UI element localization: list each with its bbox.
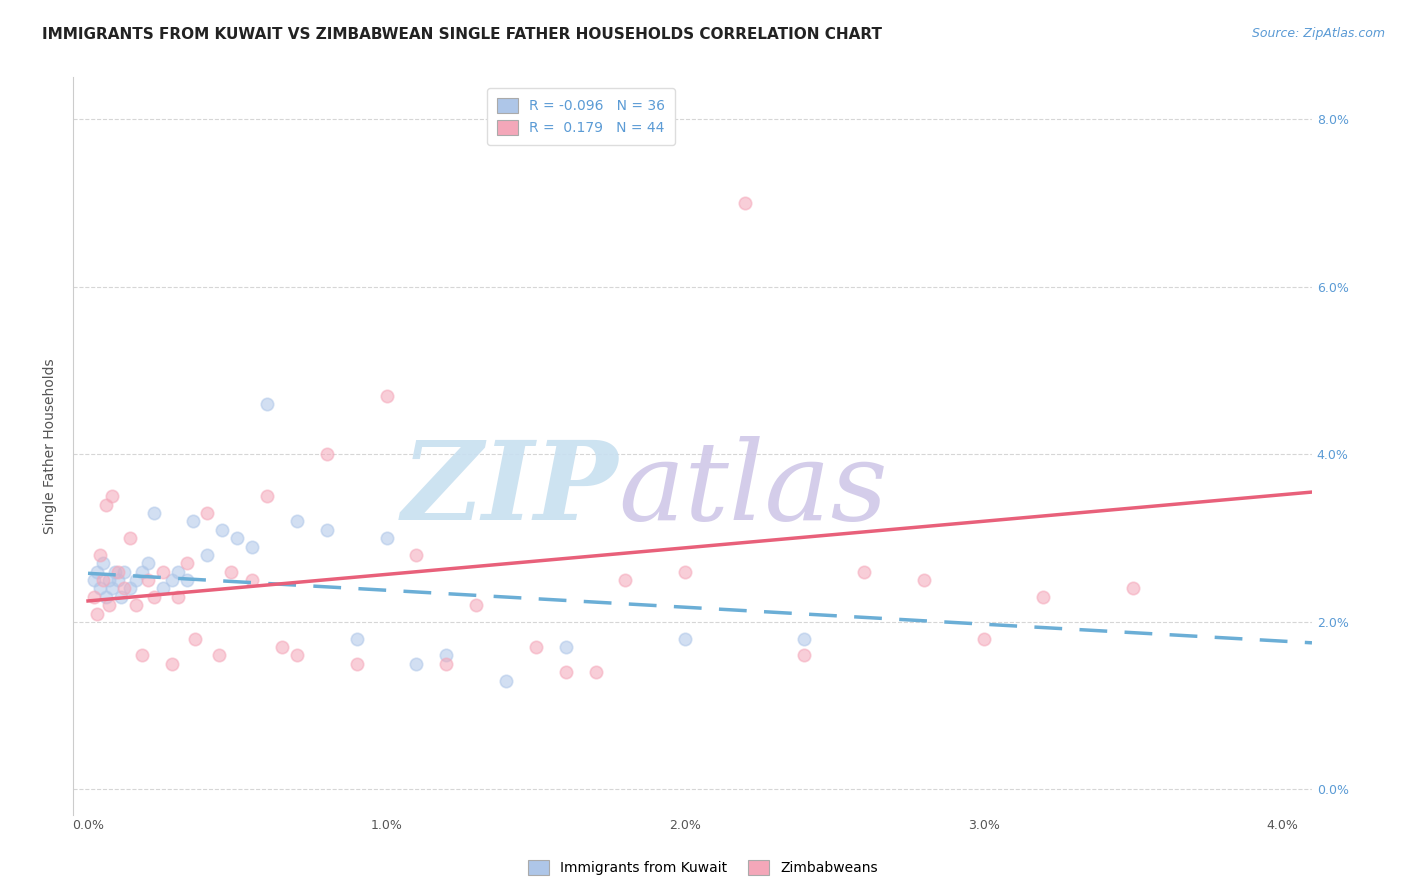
Point [346,632,368,646]
Point [285,515,308,529]
Point [89,548,111,562]
Point [101,489,124,503]
Point [110,590,132,604]
Point [734,196,756,211]
Point [434,657,457,671]
Point [91,556,114,570]
Point [973,632,995,646]
Point [315,447,337,461]
Point [793,648,815,663]
Point [405,657,427,671]
Point [83,573,105,587]
Y-axis label: Single Father Households: Single Father Households [44,359,58,533]
Point [152,582,174,596]
Point [118,531,141,545]
Text: IMMIGRANTS FROM KUWAIT VS ZIMBABWEAN SINGLE FATHER HOUSEHOLDS CORRELATION CHART: IMMIGRANTS FROM KUWAIT VS ZIMBABWEAN SIN… [42,27,882,42]
Point [160,657,183,671]
Point [125,598,148,612]
Point [97,598,120,612]
Point [315,523,337,537]
Point [166,590,188,604]
Point [673,632,696,646]
Point [104,565,127,579]
Point [89,582,111,596]
Point [184,632,207,646]
Point [524,640,547,654]
Point [107,573,129,587]
Point [131,648,153,663]
Point [94,498,117,512]
Point [97,573,120,587]
Point [125,573,148,587]
Point [793,632,815,646]
Point [197,506,219,520]
Point [495,673,517,688]
Point [91,573,114,587]
Point [1122,582,1144,596]
Point [136,556,159,570]
Legend: Immigrants from Kuwait, Zimbabweans: Immigrants from Kuwait, Zimbabweans [523,855,883,880]
Point [285,648,308,663]
Point [912,573,935,587]
Point [86,565,108,579]
Point [94,590,117,604]
Point [585,665,607,680]
Point [166,565,188,579]
Point [465,598,488,612]
Point [112,582,135,596]
Point [131,565,153,579]
Point [101,582,124,596]
Point [142,506,165,520]
Point [346,657,368,671]
Point [554,665,576,680]
Point [176,556,198,570]
Point [136,573,159,587]
Point [107,565,129,579]
Text: Source: ZipAtlas.com: Source: ZipAtlas.com [1251,27,1385,40]
Point [160,573,183,587]
Point [83,590,105,604]
Point [181,515,204,529]
Point [375,531,398,545]
Point [256,489,278,503]
Text: ZIP: ZIP [402,436,619,544]
Point [197,548,219,562]
Point [271,640,294,654]
Point [256,397,278,411]
Legend: R = -0.096   N = 36, R =  0.179   N = 44: R = -0.096 N = 36, R = 0.179 N = 44 [488,88,675,145]
Point [1032,590,1054,604]
Point [208,648,231,663]
Point [614,573,637,587]
Point [221,565,243,579]
Point [176,573,198,587]
Point [142,590,165,604]
Point [240,573,263,587]
Point [226,531,249,545]
Text: atlas: atlas [619,436,887,544]
Point [112,565,135,579]
Point [240,540,263,554]
Point [554,640,576,654]
Point [853,565,876,579]
Point [211,523,233,537]
Point [118,582,141,596]
Point [434,648,457,663]
Point [152,565,174,579]
Point [86,607,108,621]
Point [673,565,696,579]
Point [405,548,427,562]
Point [375,389,398,403]
